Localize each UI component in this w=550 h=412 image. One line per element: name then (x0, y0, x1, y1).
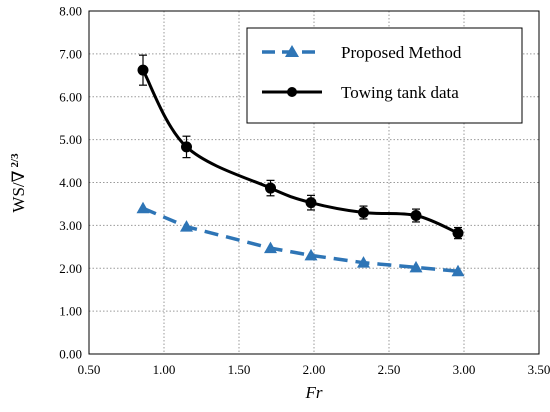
data-point-proposed-method (357, 256, 370, 268)
y-tick-label: 8.00 (59, 4, 82, 19)
data-point-towing-tank-data (181, 141, 192, 153)
x-tick-label: 3.50 (528, 362, 550, 377)
data-point-proposed-method (304, 248, 318, 261)
tick-labels: 0.50 1.00 1.50 2.00 2.50 3.00 3.50 0.00 1.00 2.00… (59, 4, 550, 378)
legend-label-proposed-method: Proposed Method (341, 43, 462, 62)
data-point-towing-tank-data (358, 207, 369, 219)
data-point-proposed-method (136, 201, 150, 214)
data-point-proposed-method (409, 260, 423, 273)
x-tick-label: 1.50 (228, 362, 251, 377)
legend-label-towing-tank-data: Towing tank data (341, 83, 459, 102)
data-point-proposed-method (264, 241, 277, 254)
data-point-proposed-method (451, 264, 465, 277)
data-point-towing-tank-data (265, 182, 276, 194)
series-line-proposed-method (142, 206, 459, 273)
legend-item-towing-tank-data: Towing tank data (262, 83, 459, 102)
x-tick-label: 0.50 (78, 362, 101, 377)
data-point-towing-tank-data (410, 210, 422, 222)
y-tick-label: 1.00 (59, 304, 82, 319)
x-tick-label: 3.00 (453, 362, 476, 377)
y-axis-title-superscript: 2/3 (9, 153, 21, 168)
plot-area (88, 10, 540, 355)
legend-marker-towing-tank-data (287, 87, 297, 97)
y-tick-label: 4.00 (59, 175, 82, 190)
legend-item-proposed-method: Proposed Method (262, 43, 462, 62)
series (136, 54, 465, 277)
y-tick-label: 0.00 (59, 347, 82, 362)
legend-box (246, 27, 523, 124)
x-axis-title: Fr (305, 383, 323, 402)
y-tick-label: 7.00 (59, 46, 82, 61)
y-tick-label: 5.00 (59, 132, 82, 147)
x-tick-label: 2.50 (378, 362, 401, 377)
y-axis-title-main: WS/∇ (9, 170, 28, 212)
x-tick-label: 2.00 (303, 362, 326, 377)
y-tick-label: 6.00 (59, 89, 82, 104)
legend: Proposed Method Towing tank data (246, 27, 523, 124)
y-tick-label: 2.00 (59, 261, 82, 276)
y-tick-label: 3.00 (59, 218, 82, 233)
data-point-towing-tank-data (137, 64, 149, 76)
x-tick-label: 1.00 (153, 362, 176, 377)
data-point-towing-tank-data (305, 197, 317, 209)
y-axis-title: WS/∇ 2/3 (9, 153, 28, 213)
data-point-towing-tank-data (452, 227, 464, 239)
data-point-proposed-method (180, 220, 193, 232)
legend-marker-proposed-method (285, 45, 299, 57)
